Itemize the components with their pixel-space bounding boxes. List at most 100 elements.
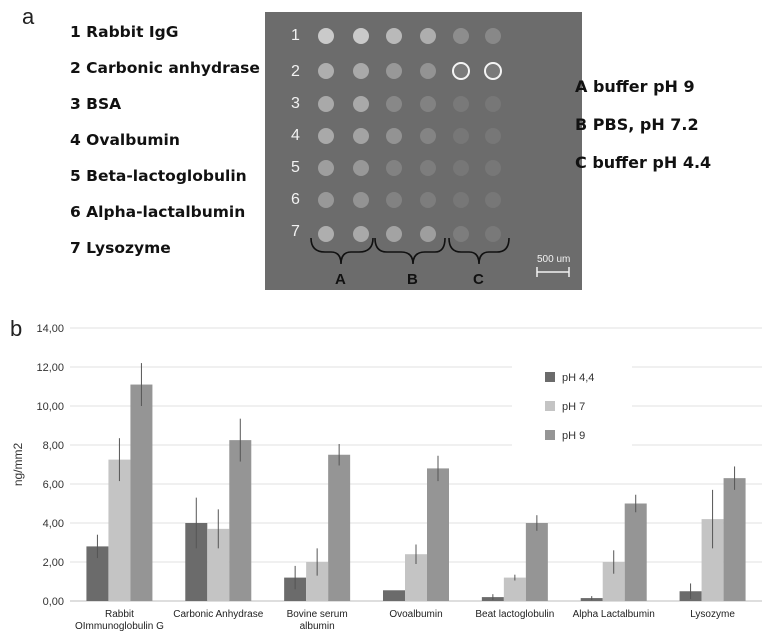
y-tick-label: 4,00 <box>43 518 64 530</box>
bar <box>525 523 548 601</box>
buffer-item: A buffer pH 9 <box>575 77 695 96</box>
protein-item: 6 Alpha-lactalbumin <box>70 203 246 221</box>
row-labels: 1 2 3 4 5 6 7 <box>291 27 300 240</box>
x-tick-label: Lysozyme <box>690 609 735 620</box>
y-tick-label: 0,00 <box>43 596 64 608</box>
microarray-spot <box>318 96 334 112</box>
y-tick-label: 12,00 <box>36 362 64 374</box>
chart-bars <box>86 384 746 601</box>
bar <box>723 478 746 601</box>
microarray-spot <box>453 226 469 242</box>
microarray-spot <box>318 226 334 242</box>
microarray-spot <box>353 160 369 176</box>
microarray-spot <box>353 63 369 79</box>
microarray-spot <box>453 28 469 44</box>
microarray-spot <box>353 128 369 144</box>
bar <box>185 523 208 601</box>
microarray-spot <box>386 192 402 208</box>
panel-b-label: b <box>10 316 23 341</box>
microarray-spot <box>318 128 334 144</box>
microarray-spot <box>386 226 402 242</box>
microarray-spot <box>318 63 334 79</box>
microarray-spot <box>453 128 469 144</box>
x-tick-label: Ovoalbumin <box>389 609 442 620</box>
bar <box>383 590 405 601</box>
microarray-spot <box>386 160 402 176</box>
x-tick-label: Rabbit <box>105 609 134 620</box>
legend-swatch <box>545 430 555 440</box>
y-tick-label: 2,00 <box>43 557 64 569</box>
microarray-spot <box>485 28 501 44</box>
row-label: 5 <box>291 159 300 176</box>
microarray-spot <box>420 96 436 112</box>
bar <box>229 440 252 601</box>
bar <box>624 503 647 601</box>
bar <box>503 577 526 601</box>
spot-grid <box>318 28 502 242</box>
group-label-c: C <box>473 271 484 288</box>
x-tick-label: Beat lactoglobulin <box>475 609 554 620</box>
protein-item: 7 Lysozyme <box>70 239 171 257</box>
microarray-spot <box>386 63 402 79</box>
microarray-spot <box>420 63 436 79</box>
microarray-spot <box>453 96 469 112</box>
bar <box>427 468 449 601</box>
legend-entry: pH 7 <box>562 401 585 413</box>
y-axis-label: ng/mm2 <box>11 443 25 487</box>
bar <box>86 546 109 601</box>
protein-item: 1 Rabbit IgG <box>70 23 179 41</box>
chart-legend: pH 4,4 pH 7 pH 9 <box>512 355 632 463</box>
microarray-spot <box>420 160 436 176</box>
microarray-spot <box>485 128 501 144</box>
microarray-spot <box>485 226 501 242</box>
brace-c <box>448 237 510 265</box>
row-label: 3 <box>291 95 300 112</box>
chart-error-bars <box>96 363 736 601</box>
row-label: 2 <box>291 63 300 80</box>
microarray-spot <box>420 28 436 44</box>
protein-item: 3 BSA <box>70 95 122 113</box>
microarray-spot <box>318 160 334 176</box>
bar <box>405 554 427 601</box>
protein-list: 1 Rabbit IgG 2 Carbonic anhydrase 3 BSA … <box>70 14 260 266</box>
microarray-spot <box>386 28 402 44</box>
microarray-spot <box>353 96 369 112</box>
microarray-background <box>265 12 582 290</box>
microarray-spot-ring <box>452 62 470 80</box>
y-tick-label: 14,00 <box>36 323 64 335</box>
microarray-spot <box>353 192 369 208</box>
protein-item: 2 Carbonic anhydrase <box>70 59 260 77</box>
microarray-spot <box>420 226 436 242</box>
microarray-spot <box>453 192 469 208</box>
bar-chart: 0,00 2,00 4,00 6,00 8,00 10,00 12,00 14,00 Rabb… <box>11 323 762 632</box>
bar <box>108 459 131 601</box>
scale-bar <box>536 267 570 277</box>
microarray-spot <box>353 226 369 242</box>
microarray-spot <box>353 28 369 44</box>
x-tick-label: Alpha Lactalbumin <box>573 609 655 620</box>
microarray-image: 1 2 3 4 5 6 7 A B C 500 um <box>265 12 582 290</box>
group-label-a: A <box>335 271 346 288</box>
microarray-spot <box>386 96 402 112</box>
microarray-spot <box>318 28 334 44</box>
y-tick-label: 6,00 <box>43 479 64 491</box>
group-label-b: B <box>407 271 418 288</box>
x-tick-label: Bovine serum <box>287 609 348 620</box>
bar <box>602 562 625 601</box>
x-tick-label: OImmunoglobulin G <box>75 621 164 632</box>
microarray-spot <box>485 160 501 176</box>
bar <box>306 562 329 601</box>
row-label: 7 <box>291 223 300 240</box>
row-label: 6 <box>291 191 300 208</box>
microarray-spot <box>420 192 436 208</box>
buffer-list: A buffer pH 9 B PBS, pH 7.2 C buffer pH … <box>575 68 711 182</box>
y-tick-label: 10,00 <box>36 401 64 413</box>
bar <box>207 528 230 601</box>
y-tick-label: 8,00 <box>43 440 64 452</box>
y-tick-labels: 0,00 2,00 4,00 6,00 8,00 10,00 12,00 14,00 <box>36 323 64 608</box>
legend-swatch <box>545 372 555 382</box>
microarray-spot <box>420 128 436 144</box>
bar <box>328 454 351 601</box>
scale-bar-label: 500 um <box>537 254 570 265</box>
